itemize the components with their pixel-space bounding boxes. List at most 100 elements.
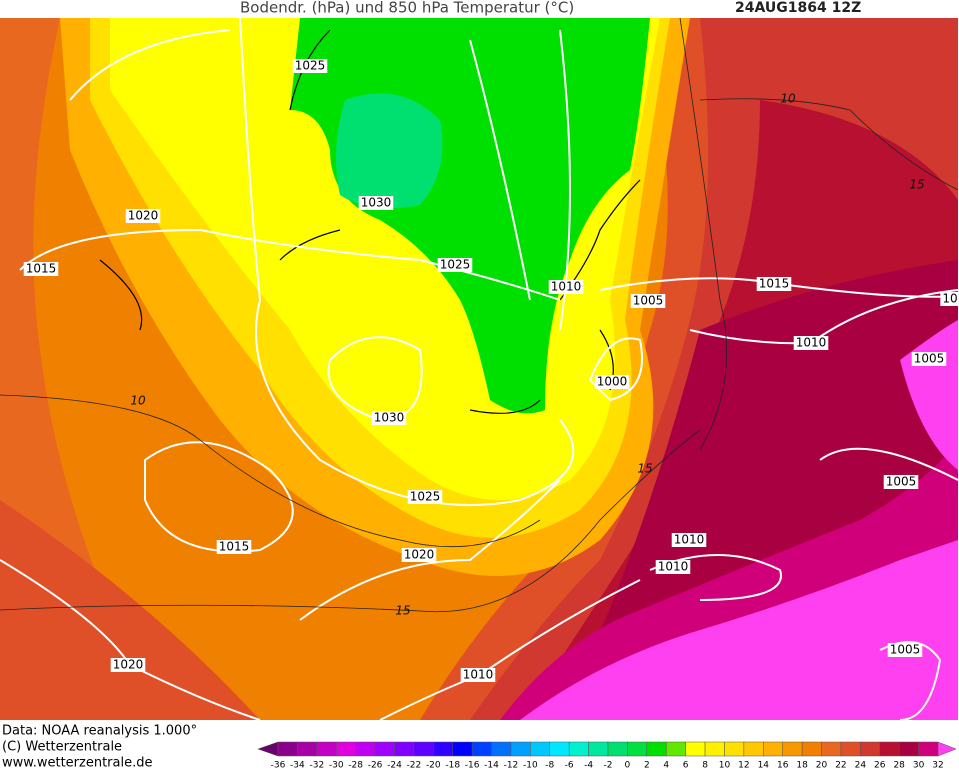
- isobar-label-text: 1020: [128, 209, 159, 223]
- colorbar-swatch: [530, 741, 551, 757]
- colorbar-tick-label: -36: [271, 761, 286, 770]
- isobar-label-text: 1020: [113, 658, 144, 672]
- isobar-label-box: [594, 375, 630, 389]
- isobar-label: 1010: [460, 668, 496, 682]
- isobar-label: 1015: [216, 540, 252, 554]
- colorbar-tick-label: 16: [777, 761, 789, 770]
- isobar-label-box: [437, 258, 473, 272]
- colorbar-swatch: [413, 741, 434, 757]
- colorbar-swatch: [549, 741, 570, 757]
- colorbar-swatch: [918, 741, 939, 757]
- map-field: [0, 18, 958, 720]
- isobar-label-text: 1015: [219, 540, 250, 554]
- colorbar-swatch: [277, 741, 298, 757]
- isobar-label-box: [460, 668, 496, 682]
- colorbar-swatch: [646, 741, 667, 757]
- isobar-label-box: [756, 277, 792, 291]
- colorbar-tick-label: -2: [604, 761, 613, 770]
- isobar-label-box: [110, 658, 146, 672]
- colorbar-tick-label: -12: [504, 761, 519, 770]
- isobar-label: 1005: [883, 475, 919, 489]
- colorbar-tick-label: 2: [644, 761, 650, 770]
- isobar-label-box: [216, 540, 252, 554]
- colorbar-tick-label: -10: [523, 761, 538, 770]
- isobar-label-text: 1015: [759, 277, 790, 291]
- colorbar-tick-label: 30: [913, 761, 925, 770]
- colorbar-swatch: [316, 741, 337, 757]
- colorbar-tick-label: -28: [348, 761, 363, 770]
- isobar-label-text: 1025: [295, 59, 326, 73]
- isobar-label: 1030: [371, 411, 407, 425]
- isobar-label-text: 1010: [463, 668, 494, 682]
- colorbar: -36 -34 -32 -30 -28 -26 -24 -22 -20 -18 -16 -14 -12-…: [257, 741, 957, 770]
- colorbar-swatch: [510, 741, 531, 757]
- colorbar-tick-label: 24: [855, 761, 867, 770]
- colorbar-tick-label: 4: [663, 761, 669, 770]
- colorbar-tick-label: -22: [407, 761, 422, 770]
- isobar-label-box: [630, 294, 666, 308]
- isotherm-label: 10: [130, 394, 146, 408]
- isotherm-label: 15: [395, 604, 410, 618]
- colorbar-tick-label: -8: [545, 761, 554, 770]
- footer-copyright: (C) Wetterzentrale: [2, 740, 122, 755]
- isobar-label-box: [125, 209, 161, 223]
- colorbar-swatch: [685, 741, 706, 757]
- isobar-label-text: 1020: [404, 548, 435, 562]
- isobar-label-text: 1025: [440, 258, 471, 272]
- isobar-label-text: 1010: [674, 533, 705, 547]
- isobar-label-box: [655, 560, 691, 574]
- colorbar-swatch: [879, 741, 900, 757]
- isobar-label-text: 1005: [633, 294, 664, 308]
- isobar-label-box: [371, 411, 407, 425]
- colorbar-tick-label: 14: [758, 761, 770, 770]
- isobar-label-text: 1000: [597, 375, 628, 389]
- colorbar-swatch: [724, 741, 745, 757]
- colorbar-tick-label: 0: [625, 761, 631, 770]
- isobar-label-text: 1010: [551, 280, 582, 294]
- isobar-label: 1005: [911, 352, 947, 366]
- isobar-label-box: [887, 643, 923, 657]
- colorbar-tick-label: -24: [387, 761, 402, 770]
- isobar-label: 1025: [407, 490, 443, 504]
- isobar-label: 1010: [793, 336, 829, 350]
- colorbar-swatch: [297, 741, 318, 757]
- colorbar-swatch: [665, 741, 686, 757]
- colorbar-swatch: [840, 741, 861, 757]
- colorbar-swatch: [607, 741, 628, 757]
- colorbar-swatch: [704, 741, 725, 757]
- colorbar-arrow: [257, 741, 279, 757]
- isobar-label: 1020: [125, 209, 161, 223]
- colorbar-swatch: [394, 741, 415, 757]
- isobar-label: 1015: [23, 262, 59, 276]
- colorbar-tick-label: -30: [329, 761, 344, 770]
- isobar-label: 1025: [292, 59, 328, 73]
- isotherm-label: 10: [780, 92, 796, 106]
- isobar-label-box: [401, 548, 437, 562]
- colorbar-swatch: [763, 741, 783, 757]
- colorbar-swatch: [801, 741, 822, 757]
- isobar-label: 1015: [756, 277, 792, 291]
- isobar-label: 1025: [437, 258, 473, 272]
- colorbar-tick-label: 20: [816, 761, 828, 770]
- isotherm-label: 15: [637, 462, 652, 476]
- colorbar-tick-label: -20: [426, 761, 441, 770]
- isobar-label-text: 10: [942, 292, 957, 306]
- colorbar-tick-label: -26: [368, 761, 383, 770]
- isobar-label: 1000: [594, 375, 630, 389]
- isobar-label-box: [940, 292, 959, 306]
- colorbar-tick-label: 32: [932, 761, 943, 770]
- colorbar-swatch: [627, 741, 648, 757]
- isotherm-label: 15: [909, 178, 924, 192]
- isobar-label-box: [358, 196, 394, 210]
- isobar-label-text: 1030: [361, 196, 392, 210]
- colorbar-tick-label: 28: [893, 761, 905, 770]
- isobar-label: 1010: [671, 533, 707, 547]
- colorbar-tick-label: -6: [565, 761, 574, 770]
- isobar-label-text: 1010: [658, 560, 689, 574]
- colorbar-tick-label: -18: [445, 761, 460, 770]
- isobar-label-box: [548, 280, 584, 294]
- isobar-label: 1020: [110, 658, 146, 672]
- colorbar-swatch: [821, 741, 842, 757]
- colorbar-tick-label: 22: [835, 761, 846, 770]
